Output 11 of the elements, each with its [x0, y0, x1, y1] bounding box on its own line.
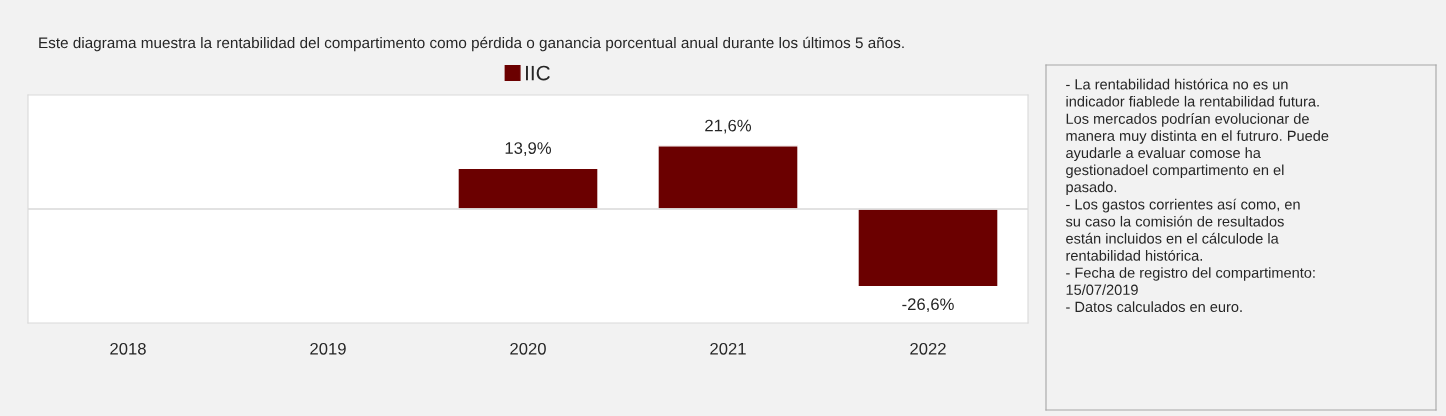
- x-tick-label: 2019: [310, 342, 346, 355]
- chart-title: Este diagrama muestra la rentabilidad del compartimento como pérdida o ganancia porcentual anual durante los últimos 5 años.: [39, 36, 904, 52]
- x-tick-label: 2021: [710, 342, 746, 355]
- x-tick-label: 2022: [910, 342, 946, 355]
- x-tick-label: 2020: [510, 342, 546, 355]
- x-tick-label: 2018: [110, 342, 146, 355]
- text: - La rentabilidad histórica no es un indicador fiablede la rentabilidad futura. Los mercados podrían evolucionar de manera muy distinta en el futruro. Puede ayudarle a evaluar comose ha gestionadoel compartimento en el pasado. - Los gastos corrientes así como, en su caso la comisión de resultados están incluidos en el cálculode la rentabilidad histórica. - Fecha de registro del compartimento: 15/07/2019 - Datos calculados en euro.: [1065, 78, 1329, 313]
- data-label: -26,6%: [902, 298, 954, 313]
- data-label: 13,9%: [505, 142, 552, 156]
- legend-label: IIC: [525, 65, 550, 81]
- data-label: 21,6%: [705, 119, 752, 134]
